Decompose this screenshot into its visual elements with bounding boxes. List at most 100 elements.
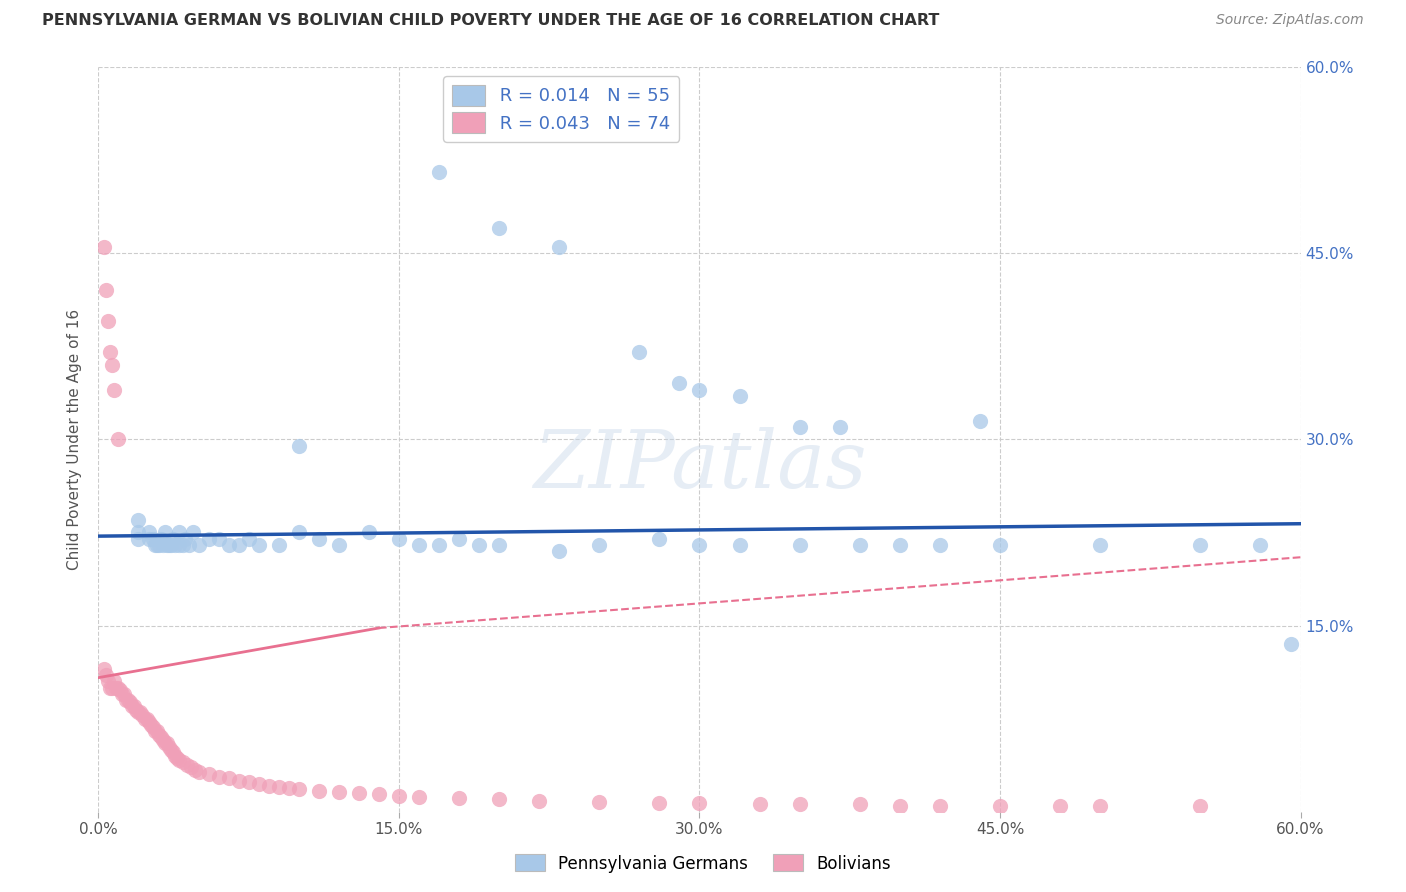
Point [468,538,491,552]
Point [111,687,134,701]
Point [141,720,163,734]
Point [128,513,150,527]
Point [100,681,122,695]
Point [172,538,194,552]
Point [103,383,125,397]
Point [689,796,711,810]
Point [388,789,411,803]
Point [969,414,991,428]
Point [447,791,470,805]
Point [176,757,198,772]
Point [238,532,260,546]
Point [628,345,651,359]
Point [96,668,118,682]
Point [488,538,510,552]
Legend:  R = 0.014   N = 55,  R = 0.043   N = 74: R = 0.014 N = 55, R = 0.043 N = 74 [443,76,679,142]
Point [277,781,299,796]
Legend: Pennsylvania Germans, Bolivians: Pennsylvania Germans, Bolivians [508,847,898,880]
Point [1049,798,1071,813]
Point [167,538,190,552]
Point [143,724,166,739]
Point [328,538,350,552]
Point [103,674,125,689]
Y-axis label: Child Poverty Under the Age of 16: Child Poverty Under the Age of 16 [67,309,83,570]
Point [288,438,311,452]
Point [548,240,571,254]
Point [93,662,115,676]
Point [143,538,166,552]
Point [166,751,188,765]
Point [488,221,510,235]
Point [1088,798,1111,813]
Point [427,165,450,179]
Point [357,525,380,540]
Point [408,538,430,552]
Point [588,538,610,552]
Point [167,525,190,540]
Point [1088,538,1111,552]
Point [388,532,411,546]
Point [149,730,172,744]
Point [155,538,177,552]
Point [187,538,209,552]
Text: Source: ZipAtlas.com: Source: ZipAtlas.com [1216,13,1364,28]
Point [145,538,167,552]
Text: ZIPatlas: ZIPatlas [533,426,866,504]
Point [134,712,156,726]
Point [138,532,160,546]
Point [889,798,911,813]
Point [148,538,170,552]
Point [163,748,186,763]
Point [183,763,205,777]
Point [105,681,128,695]
Point [121,699,143,714]
Point [288,525,311,540]
Point [648,796,671,810]
Point [988,798,1011,813]
Text: PENNSYLVANIA GERMAN VS BOLIVIAN CHILD POVERTY UNDER THE AGE OF 16 CORRELATION CH: PENNSYLVANIA GERMAN VS BOLIVIAN CHILD PO… [42,13,939,29]
Point [155,736,177,750]
Point [648,532,671,546]
Point [120,696,142,710]
Point [163,538,186,552]
Point [789,538,811,552]
Point [197,767,219,781]
Point [929,798,952,813]
Point [96,284,118,298]
Point [308,783,330,797]
Point [668,376,690,391]
Point [308,532,330,546]
Point [427,538,450,552]
Point [347,786,370,800]
Point [889,538,911,552]
Point [267,780,290,794]
Point [139,718,162,732]
Point [247,777,270,791]
Point [529,793,551,807]
Point [988,538,1011,552]
Point [728,389,751,403]
Point [689,383,711,397]
Point [135,712,157,726]
Point [138,715,160,730]
Point [368,788,391,802]
Point [152,538,174,552]
Point [177,538,200,552]
Point [208,770,231,784]
Point [328,785,350,799]
Point [1189,798,1212,813]
Point [145,724,167,739]
Point [159,742,181,756]
Point [197,532,219,546]
Point [97,314,120,328]
Point [117,693,139,707]
Point [128,706,150,720]
Point [124,699,146,714]
Point [689,538,711,552]
Point [849,797,872,812]
Point [228,538,250,552]
Point [247,538,270,552]
Point [157,538,180,552]
Point [257,779,280,793]
Point [929,538,952,552]
